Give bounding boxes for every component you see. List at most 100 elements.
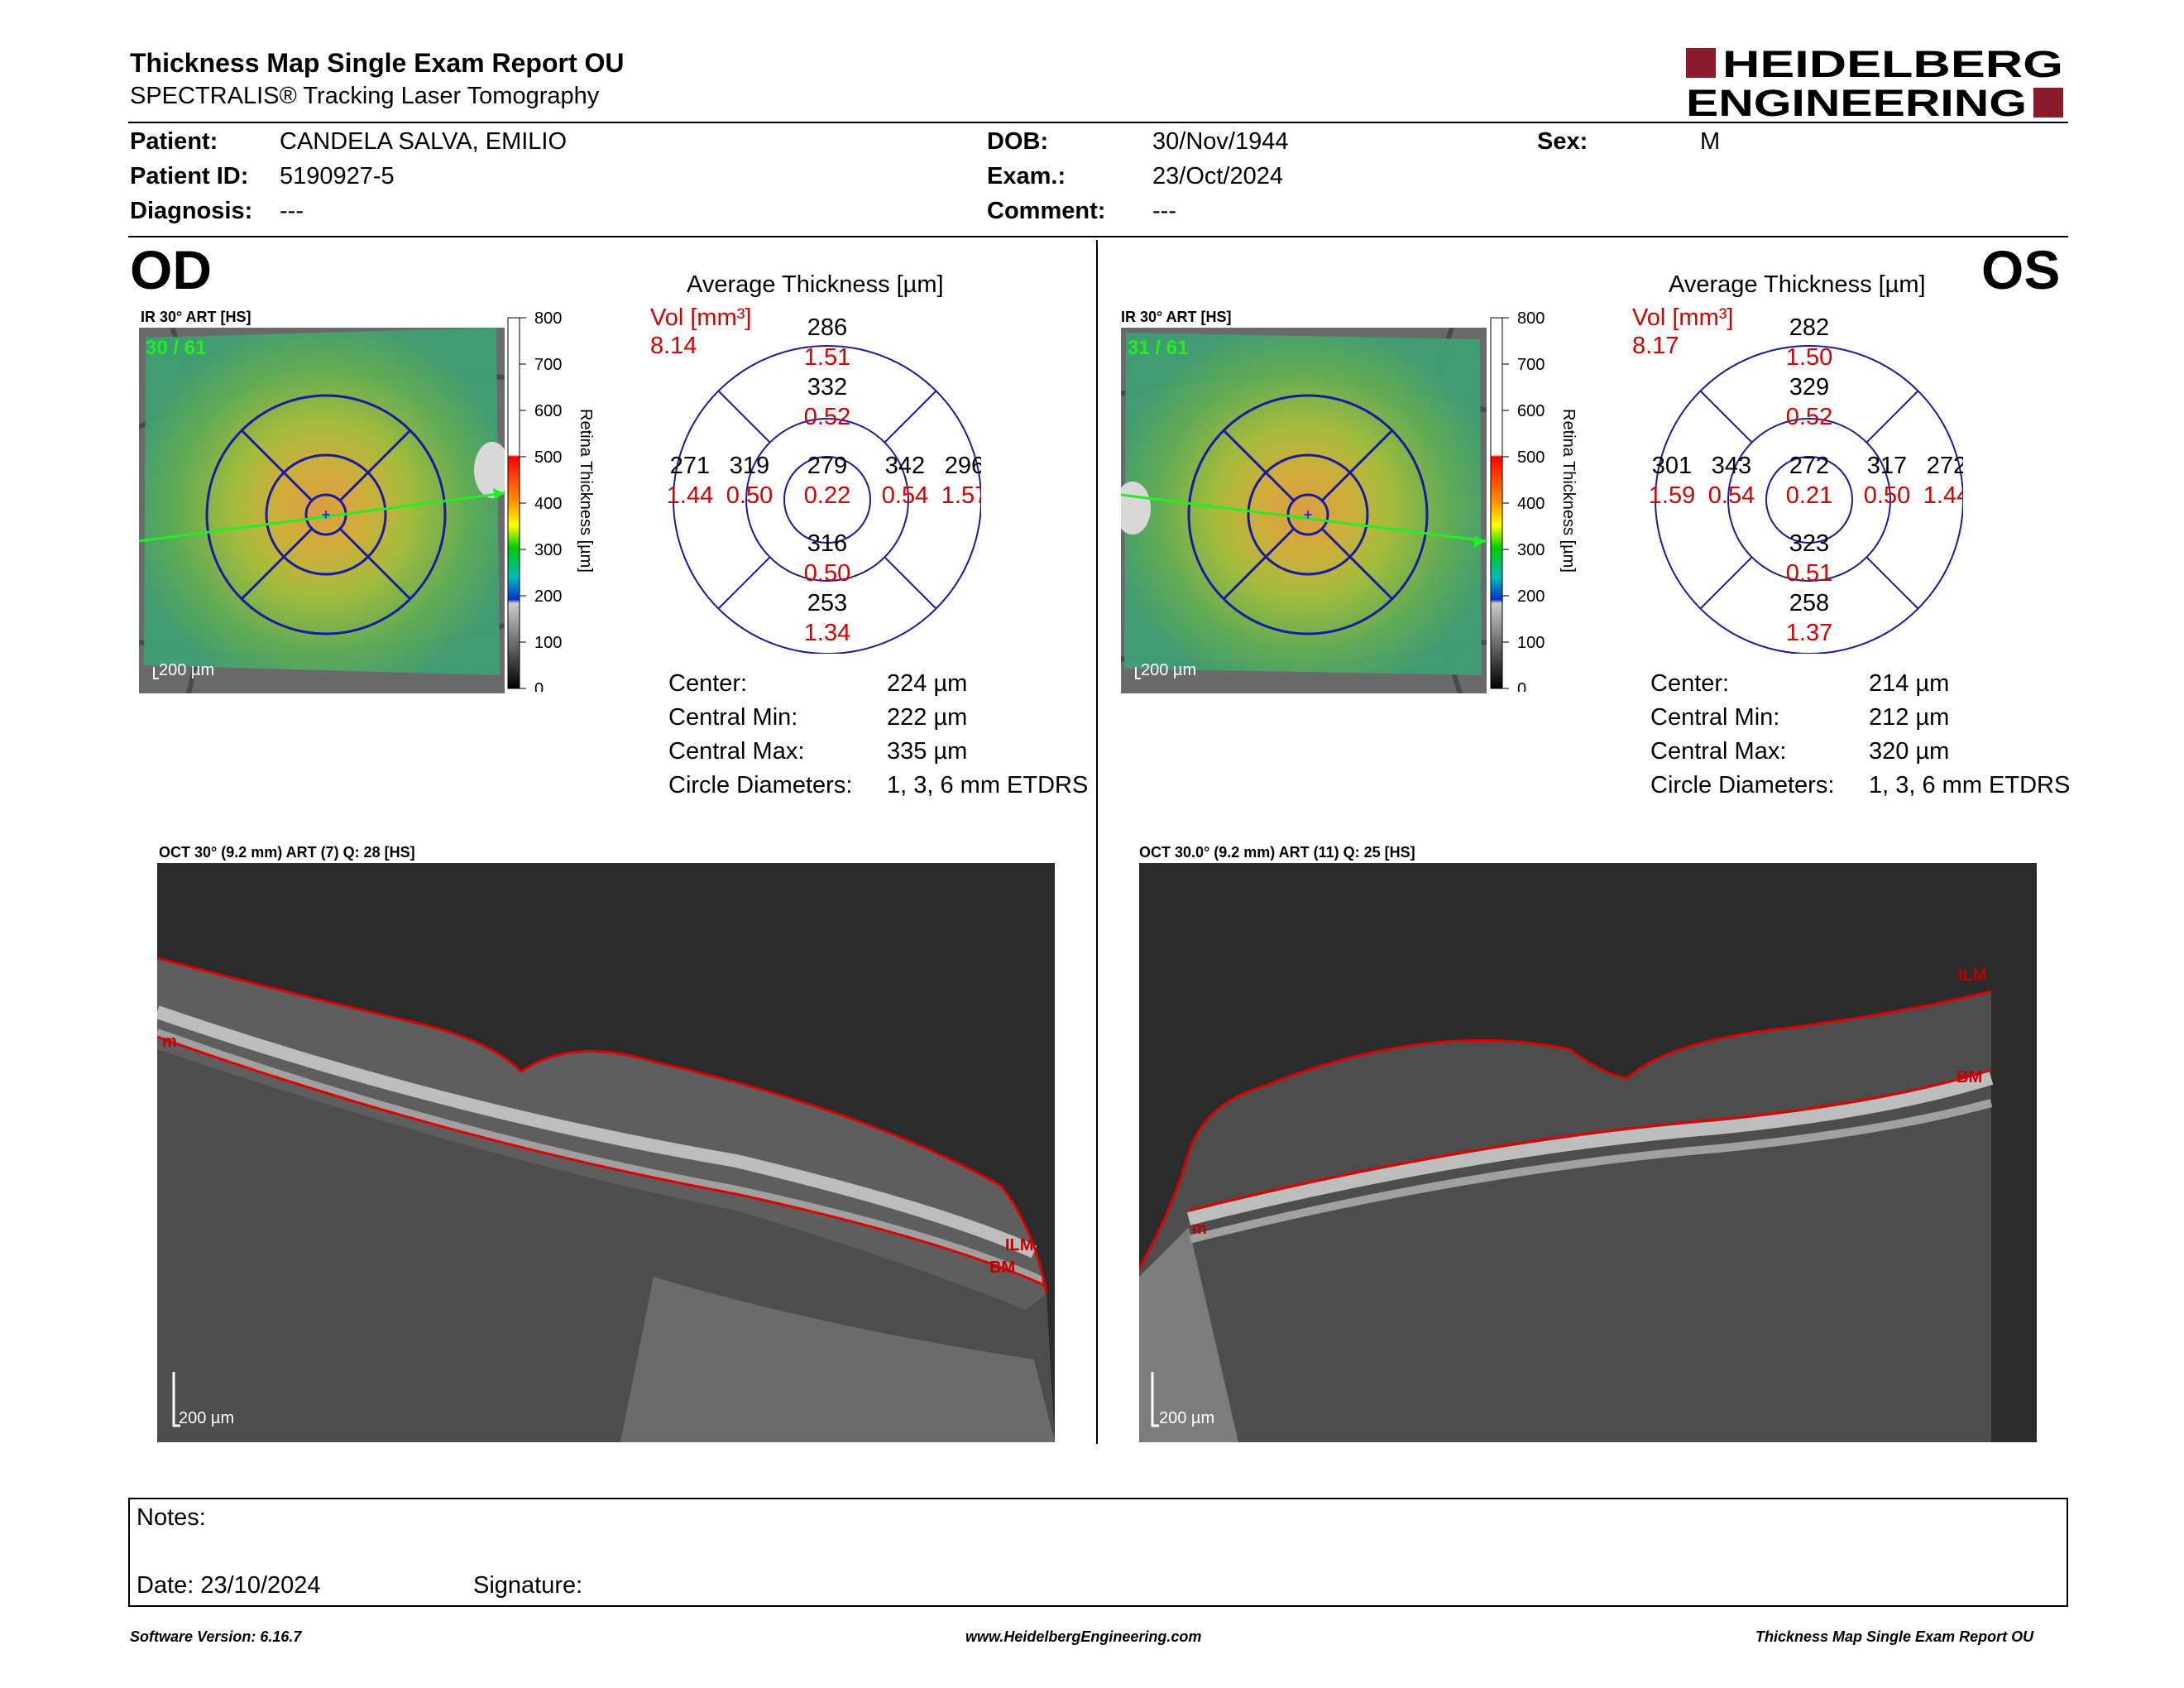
svg-text:319: 319: [730, 453, 769, 479]
patient-id-label: Patient ID:: [130, 163, 249, 189]
svg-text:1.57: 1.57: [941, 482, 981, 509]
report-subtitle: SPECTRALIS® Tracking Laser Tomography: [130, 83, 600, 109]
od-thickness-colorbar: 800 700 600 500 400 300 200 100 0 Retina…: [507, 311, 595, 692]
os-max-label: Central Max:: [1650, 738, 1787, 765]
heidelberg-logo: HEIDELBERG ENGINEERING: [1686, 46, 2063, 119]
svg-text:m: m: [1192, 1220, 1207, 1238]
svg-text:Retina Thickness [µm]: Retina Thickness [µm]: [1559, 409, 1578, 573]
svg-text:1.34: 1.34: [804, 620, 850, 646]
os-oct-label: OCT 30.0° (9.2 mm) ART (11) Q: 25 [HS]: [1139, 844, 1415, 861]
od-diam-label: Circle Diameters:: [668, 772, 853, 798]
svg-text:332: 332: [807, 374, 847, 400]
od-center-label: Center:: [668, 670, 748, 697]
os-vol-total: 8.17: [1632, 333, 1679, 359]
notes-box: Notes: Date: 23/10/2024 Signature:: [128, 1498, 2068, 1607]
svg-text:Retina Thickness [µm]: Retina Thickness [µm]: [577, 409, 595, 573]
os-scan-count: 31 / 61: [1128, 337, 1188, 359]
eye-divider: [1096, 240, 1098, 1444]
svg-text:1.44: 1.44: [1923, 482, 1963, 509]
od-fundus-label: IR 30° ART [HS]: [141, 309, 251, 325]
svg-text:1.44: 1.44: [667, 482, 713, 509]
svg-text:800: 800: [1517, 311, 1545, 328]
signature-label: Signature:: [473, 1572, 583, 1599]
svg-text:271: 271: [670, 453, 710, 479]
od-oct-label: OCT 30° (9.2 mm) ART (7) Q: 28 [HS]: [159, 844, 415, 861]
od-fundus-thickness-map: + 30 / 61 200 µm: [139, 328, 505, 693]
svg-text:500: 500: [1517, 448, 1545, 467]
svg-text:m: m: [162, 1033, 177, 1051]
svg-text:286: 286: [807, 314, 847, 341]
exam-value: 23/Oct/2024: [1152, 163, 1283, 189]
svg-text:0: 0: [534, 680, 544, 692]
od-oct-scale: 200 µm: [179, 1409, 234, 1427]
svg-text:296: 296: [945, 453, 981, 479]
svg-text:272: 272: [1789, 453, 1829, 479]
svg-text:0.51: 0.51: [1786, 560, 1832, 587]
od-vol-total: 8.14: [650, 333, 697, 359]
os-min-label: Central Min:: [1650, 704, 1780, 731]
svg-text:600: 600: [534, 402, 562, 420]
svg-text:343: 343: [1712, 453, 1751, 479]
svg-text:1.59: 1.59: [1649, 482, 1695, 509]
svg-text:0.52: 0.52: [804, 404, 850, 430]
svg-text:342: 342: [885, 453, 925, 479]
notes-label: Notes:: [136, 1504, 206, 1531]
svg-text:0.50: 0.50: [726, 482, 773, 509]
svg-text:1.37: 1.37: [1786, 620, 1832, 646]
sex-value: M: [1700, 128, 1721, 155]
svg-text:329: 329: [1789, 374, 1829, 400]
comment-label: Comment:: [987, 198, 1106, 224]
svg-text:282: 282: [1789, 314, 1829, 341]
os-center-label: Center:: [1650, 670, 1730, 697]
od-vol-label: Vol [mm³]: [650, 306, 751, 331]
od-etdrs-grid: Vol [mm³] 8.14 286 1.51 332 0.52 279 0.2…: [650, 306, 981, 654]
od-max-value: 335 µm: [887, 738, 968, 765]
os-oct-bscan: ILM BM m 200 µm: [1139, 863, 2037, 1442]
svg-text:ENGINEERING: ENGINEERING: [1686, 82, 2027, 119]
svg-text:100: 100: [534, 634, 562, 652]
svg-text:301: 301: [1652, 453, 1692, 479]
svg-text:272: 272: [1927, 453, 1963, 479]
svg-text:323: 323: [1789, 530, 1829, 557]
svg-text:500: 500: [534, 448, 562, 467]
os-fundus-label: IR 30° ART [HS]: [1121, 309, 1232, 325]
svg-text:316: 316: [807, 530, 847, 557]
svg-text:0.54: 0.54: [1708, 482, 1755, 509]
svg-text:+: +: [322, 506, 331, 523]
svg-text:0.50: 0.50: [804, 560, 850, 587]
svg-text:0.50: 0.50: [1864, 482, 1910, 509]
svg-text:HEIDELBERG: HEIDELBERG: [1722, 46, 2063, 85]
os-diam-value: 1, 3, 6 mm ETDRS: [1869, 772, 2071, 798]
svg-text:200: 200: [534, 587, 562, 606]
os-center-value: 214 µm: [1869, 670, 1950, 697]
od-min-value: 222 µm: [887, 704, 968, 731]
patient-id: 5190927-5: [280, 163, 395, 189]
comment-value: ---: [1152, 198, 1176, 224]
svg-text:1.50: 1.50: [1786, 344, 1832, 371]
svg-text:800: 800: [534, 311, 562, 328]
software-version: Software Version: 6.16.7: [130, 1628, 302, 1645]
svg-text:279: 279: [807, 453, 847, 479]
od-diam-value: 1, 3, 6 mm ETDRS: [887, 772, 1089, 798]
sex-label: Sex:: [1537, 128, 1588, 155]
patient-label: Patient:: [130, 128, 218, 155]
dob-value: 30/Nov/1944: [1152, 128, 1289, 155]
os-avg-title: Average Thickness [µm]: [1669, 271, 1926, 298]
od-scan-count: 30 / 61: [146, 337, 206, 359]
od-eye-label: OD: [130, 239, 212, 300]
exam-label: Exam.:: [987, 163, 1066, 189]
od-fundus-scale: 200 µm: [159, 661, 214, 679]
os-fundus-thickness-map: + 31 / 61 200 µm: [1121, 328, 1487, 693]
svg-text:0: 0: [1517, 680, 1526, 692]
svg-text:400: 400: [534, 495, 562, 513]
svg-text:0.54: 0.54: [882, 482, 928, 509]
os-vol-label: Vol [mm³]: [1632, 306, 1733, 331]
report-title: Thickness Map Single Exam Report OU: [130, 48, 625, 78]
svg-text:+: +: [1304, 506, 1313, 523]
os-diam-label: Circle Diameters:: [1650, 772, 1835, 798]
svg-text:200: 200: [1517, 587, 1545, 606]
footer-report-name: Thickness Map Single Exam Report OU: [1755, 1628, 2034, 1645]
os-fundus-scale: 200 µm: [1141, 661, 1196, 679]
svg-text:0.52: 0.52: [1786, 404, 1832, 430]
svg-text:600: 600: [1517, 402, 1545, 420]
